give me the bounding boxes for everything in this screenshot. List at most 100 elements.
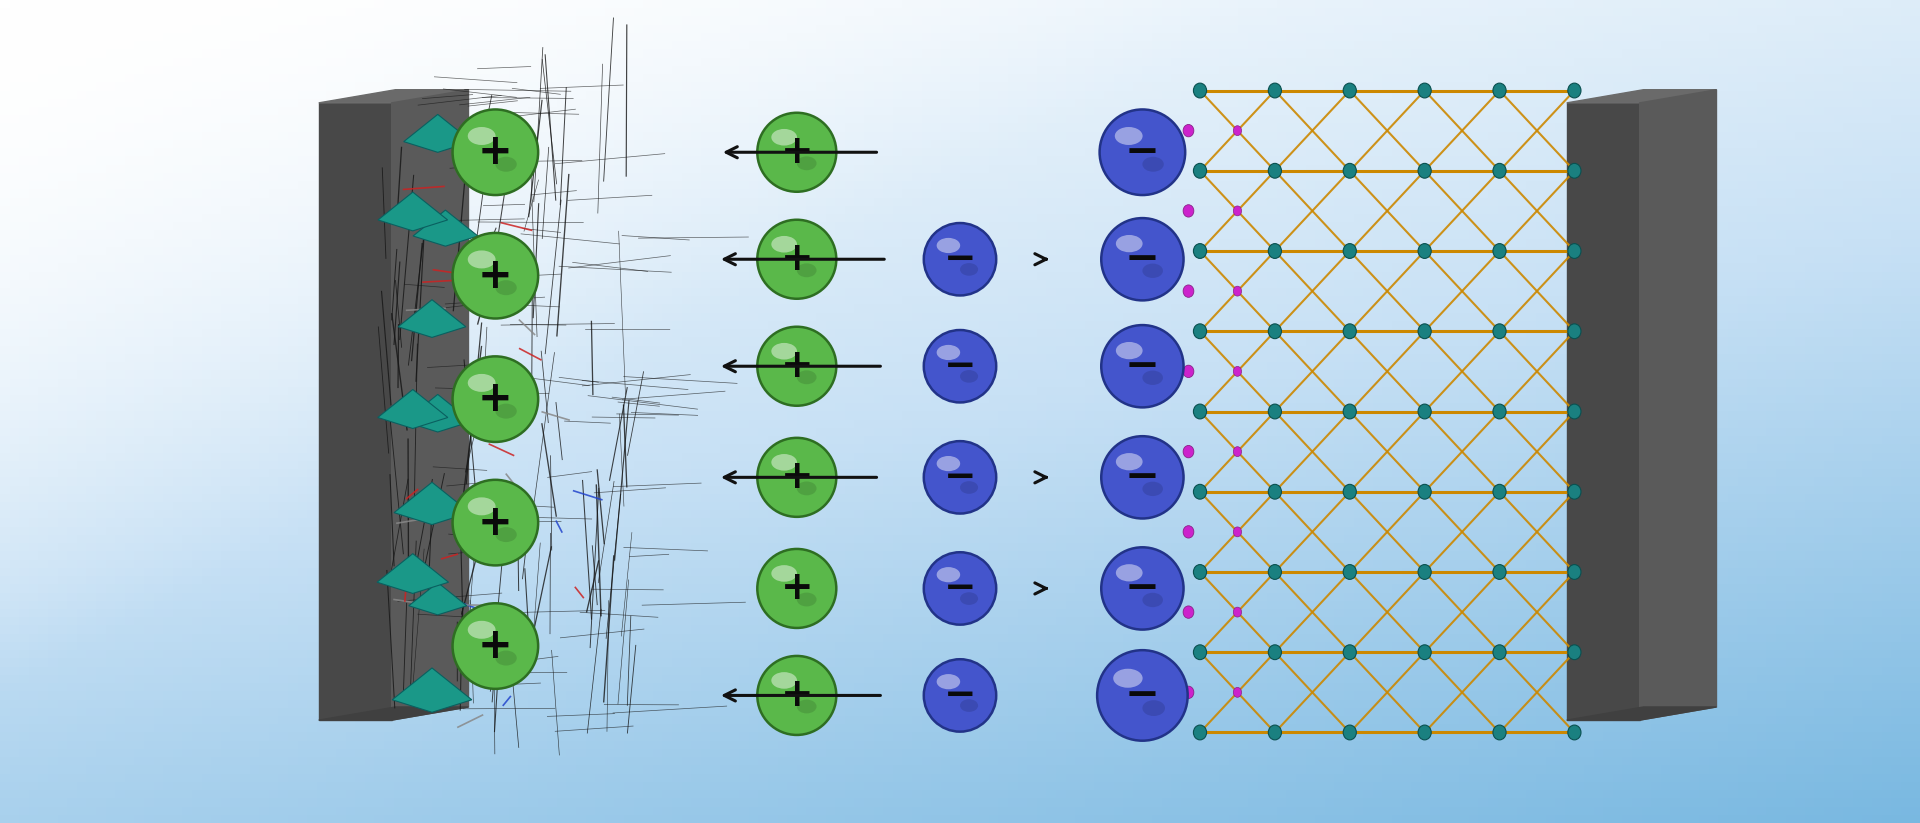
Ellipse shape (924, 223, 996, 295)
Ellipse shape (1569, 244, 1580, 258)
Ellipse shape (495, 403, 516, 419)
Ellipse shape (1194, 404, 1206, 419)
Ellipse shape (1142, 370, 1164, 385)
Ellipse shape (1269, 484, 1281, 499)
Ellipse shape (1344, 404, 1356, 419)
Ellipse shape (1116, 127, 1142, 145)
Polygon shape (394, 482, 470, 524)
Text: −: − (1125, 131, 1160, 174)
Polygon shape (403, 114, 472, 152)
Ellipse shape (960, 370, 977, 383)
Polygon shape (378, 389, 447, 429)
Ellipse shape (1494, 404, 1505, 419)
Text: −: − (1125, 567, 1160, 610)
Text: −: − (945, 677, 975, 714)
Ellipse shape (1269, 645, 1281, 660)
Ellipse shape (1194, 645, 1206, 660)
Ellipse shape (772, 565, 797, 582)
Ellipse shape (468, 250, 495, 268)
Ellipse shape (937, 456, 960, 472)
Ellipse shape (495, 156, 516, 172)
Ellipse shape (453, 233, 538, 319)
Ellipse shape (1233, 447, 1242, 457)
Ellipse shape (1494, 645, 1505, 660)
Ellipse shape (1233, 366, 1242, 376)
Text: +: + (781, 133, 812, 171)
Ellipse shape (1233, 687, 1242, 697)
Ellipse shape (1102, 325, 1183, 407)
Ellipse shape (1569, 164, 1580, 179)
Ellipse shape (937, 345, 960, 360)
Ellipse shape (1494, 565, 1505, 579)
Ellipse shape (1494, 244, 1505, 258)
Text: +: + (478, 501, 513, 544)
Ellipse shape (1142, 700, 1165, 716)
Ellipse shape (1183, 445, 1194, 458)
Ellipse shape (1419, 164, 1430, 179)
Ellipse shape (468, 621, 495, 639)
Ellipse shape (1494, 324, 1505, 339)
Text: +: + (478, 625, 513, 667)
Ellipse shape (1233, 527, 1242, 537)
Ellipse shape (1183, 686, 1194, 699)
Ellipse shape (756, 327, 837, 406)
Text: +: + (781, 677, 812, 714)
Ellipse shape (1194, 244, 1206, 258)
Ellipse shape (1183, 526, 1194, 538)
Ellipse shape (1142, 263, 1164, 278)
Ellipse shape (1100, 109, 1185, 195)
Ellipse shape (1344, 565, 1356, 579)
Text: +: + (781, 240, 812, 278)
Ellipse shape (1233, 286, 1242, 296)
Ellipse shape (453, 603, 538, 689)
Ellipse shape (797, 156, 816, 170)
Ellipse shape (1494, 725, 1505, 740)
Ellipse shape (937, 674, 960, 690)
Ellipse shape (1419, 244, 1430, 258)
Ellipse shape (1233, 607, 1242, 617)
Text: −: − (1125, 674, 1160, 717)
Ellipse shape (797, 370, 816, 384)
Ellipse shape (1194, 484, 1206, 499)
Ellipse shape (453, 109, 538, 195)
Polygon shape (376, 554, 449, 593)
Polygon shape (1567, 90, 1716, 103)
Text: +: + (478, 254, 513, 297)
Ellipse shape (772, 343, 797, 360)
Ellipse shape (1194, 725, 1206, 740)
Ellipse shape (495, 527, 516, 542)
Polygon shape (319, 707, 468, 720)
Ellipse shape (1344, 645, 1356, 660)
Ellipse shape (756, 656, 837, 735)
Ellipse shape (937, 567, 960, 583)
Ellipse shape (1344, 725, 1356, 740)
Ellipse shape (772, 236, 797, 253)
Ellipse shape (797, 700, 816, 714)
Polygon shape (409, 583, 467, 615)
Ellipse shape (468, 497, 495, 515)
Ellipse shape (1569, 645, 1580, 660)
Ellipse shape (756, 220, 837, 299)
Ellipse shape (1183, 205, 1194, 217)
Ellipse shape (1494, 83, 1505, 98)
Polygon shape (319, 90, 468, 103)
Ellipse shape (1116, 342, 1142, 359)
Text: +: + (781, 458, 812, 496)
Polygon shape (1567, 707, 1716, 720)
Ellipse shape (1569, 404, 1580, 419)
Ellipse shape (960, 700, 977, 712)
Ellipse shape (1419, 404, 1430, 419)
Ellipse shape (1116, 235, 1142, 252)
Ellipse shape (468, 374, 495, 392)
Ellipse shape (1269, 244, 1281, 258)
Ellipse shape (1194, 164, 1206, 179)
Ellipse shape (1096, 650, 1188, 741)
Ellipse shape (960, 481, 977, 494)
Ellipse shape (1419, 83, 1430, 98)
Ellipse shape (1419, 725, 1430, 740)
Bar (1567, 103, 1640, 720)
Ellipse shape (1269, 324, 1281, 339)
Ellipse shape (797, 263, 816, 277)
Ellipse shape (756, 549, 837, 628)
Ellipse shape (1102, 436, 1183, 518)
